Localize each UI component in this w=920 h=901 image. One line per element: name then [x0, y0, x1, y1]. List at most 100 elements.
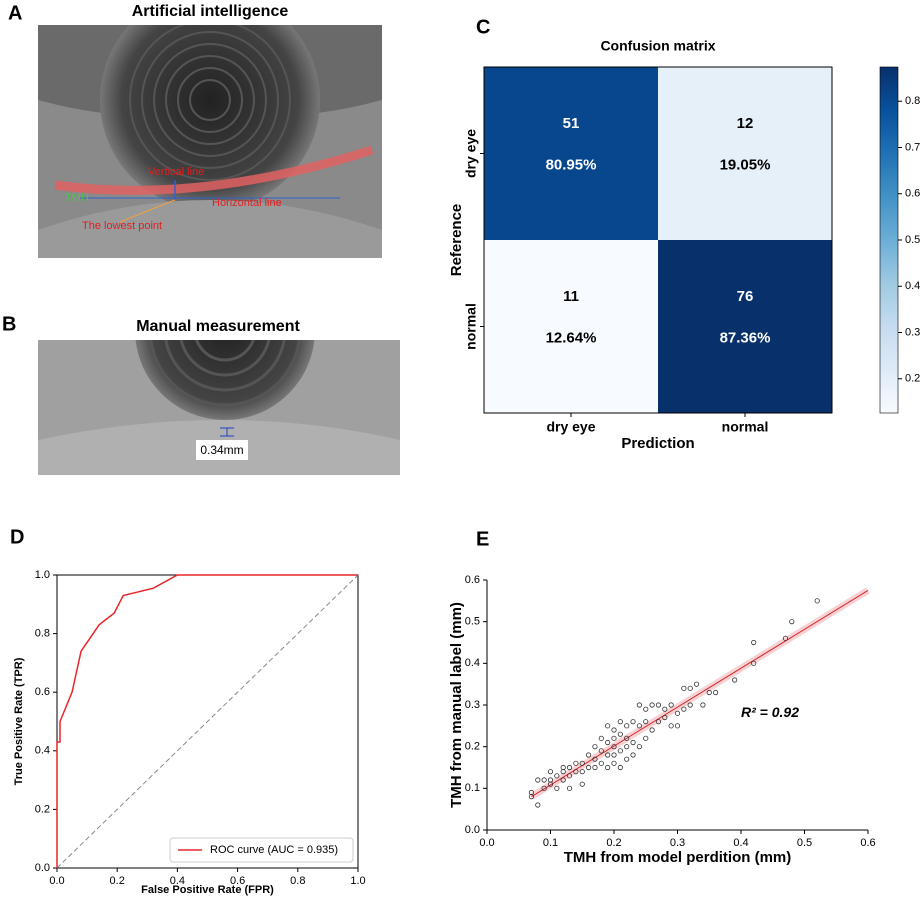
cell-count: 51 [563, 115, 580, 132]
point [617, 764, 623, 771]
panel-label: C [476, 16, 490, 38]
point [573, 769, 579, 775]
point [662, 706, 668, 712]
point [605, 752, 611, 758]
legend-label: ROC curve (AUC = 0.935) [210, 844, 338, 856]
point [611, 752, 617, 758]
y-tick-label: dry eye [463, 129, 479, 178]
y-tick-label: 0.2 [465, 741, 480, 753]
point [630, 739, 636, 746]
y-tick-label: 0.1 [465, 782, 480, 794]
x-tick-label: 0.0 [49, 875, 64, 887]
annotation: The lowest point [82, 220, 162, 232]
point [560, 777, 566, 783]
point [547, 769, 554, 775]
annotation: Vertical line [148, 166, 204, 178]
point [789, 619, 795, 625]
point [668, 723, 674, 729]
point [693, 681, 700, 687]
point [554, 785, 560, 791]
x-tick-label: 0.8 [290, 875, 305, 887]
point [605, 764, 611, 771]
cell-count: 76 [737, 288, 754, 305]
point [624, 756, 630, 762]
annotation: R² = 0.92 [741, 704, 799, 720]
point [585, 764, 592, 771]
point [687, 702, 693, 708]
eye-image: Vertical line TMH Horizontal line The lo… [38, 25, 382, 258]
point [598, 748, 604, 754]
colorbar-tick-label: 0.2 [905, 373, 920, 385]
cell-count: 11 [563, 288, 579, 305]
point [751, 660, 757, 666]
point [605, 723, 611, 729]
point [636, 744, 643, 750]
y-axis-label: TMH from manual label (mm) [448, 602, 465, 808]
x-tick-label: 0.6 [860, 837, 875, 849]
point [598, 760, 604, 766]
x-tick-label: 0.4 [733, 837, 748, 849]
point [649, 727, 655, 733]
point [687, 685, 693, 691]
point [712, 689, 719, 696]
point [674, 710, 681, 716]
y-tick-label: 1.0 [35, 569, 50, 581]
panel-label: A [8, 2, 22, 24]
point [681, 706, 687, 712]
point [592, 744, 598, 750]
cell-count: 12 [737, 115, 754, 132]
x-axis-label: False Positive Rate (FPR) [141, 884, 274, 896]
frame [483, 66, 833, 414]
point [655, 719, 662, 725]
heatmap-cell [658, 240, 832, 413]
colorbar-tick-label: 0.5 [905, 234, 920, 246]
point [624, 744, 630, 750]
y-tick-label: 0.5 [465, 616, 480, 628]
point [814, 598, 820, 604]
point [662, 714, 668, 721]
x-tick-label: normal [722, 419, 769, 435]
point [535, 777, 541, 783]
point [535, 802, 541, 808]
y-tick-label: 0.3 [465, 699, 480, 711]
y-tick-label: 0.6 [465, 574, 480, 586]
line-series [56, 574, 358, 868]
point [630, 719, 636, 725]
point [585, 752, 592, 758]
point [782, 635, 789, 641]
point [630, 752, 636, 758]
y-tick-label: 0.0 [35, 862, 50, 874]
point [636, 723, 643, 729]
x-tick-label: 0.5 [797, 837, 812, 849]
point [681, 685, 687, 691]
y-tick-label: 0.8 [35, 628, 50, 640]
point [706, 689, 712, 696]
legend-box [169, 837, 354, 863]
colorbar [879, 66, 899, 414]
y-tick-label: normal [463, 303, 479, 350]
point [611, 744, 617, 750]
point [732, 677, 738, 683]
heatmap-cell [658, 67, 832, 240]
point [566, 764, 573, 771]
cell-share: 12.64% [546, 330, 597, 347]
point [566, 773, 573, 779]
point [598, 735, 604, 741]
point [579, 769, 585, 775]
cell-share: 19.05% [720, 157, 771, 174]
point [655, 702, 662, 708]
point [611, 727, 617, 733]
point [579, 781, 585, 787]
diagonal [56, 574, 359, 869]
point [668, 702, 674, 708]
x-tick-label: 0.3 [670, 837, 685, 849]
point [624, 723, 630, 729]
y-tick-label: 0.0 [465, 824, 480, 836]
point [592, 756, 598, 762]
point [528, 794, 535, 800]
y-tick-label: 0.4 [35, 745, 50, 757]
point [617, 719, 623, 725]
point [643, 706, 649, 712]
colorbar-tick-label: 0.3 [905, 326, 920, 338]
point [579, 760, 585, 766]
